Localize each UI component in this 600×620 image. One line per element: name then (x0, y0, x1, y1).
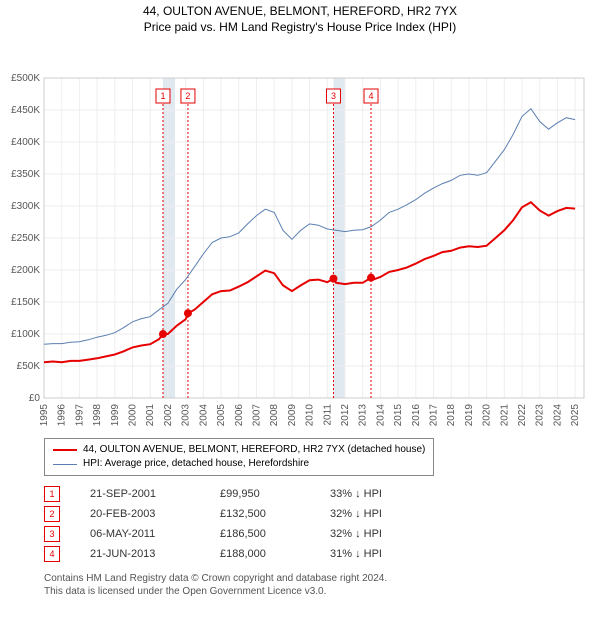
x-tick: 2008 (269, 404, 280, 427)
y-tick: £0 (29, 393, 41, 404)
table-row: 3 06-MAY-2011£186,50032% ↓ HPI (44, 524, 420, 544)
x-tick: 2012 (340, 404, 351, 427)
x-tick: 2022 (517, 404, 528, 427)
x-tick: 2015 (393, 404, 404, 427)
x-tick: 1995 (39, 404, 50, 427)
x-tick: 1998 (92, 404, 103, 427)
x-tick: 1999 (110, 404, 121, 427)
x-tick: 2010 (305, 404, 316, 427)
row-date: 21-JUN-2013 (90, 548, 220, 560)
price-chart: £0 £50K £100K £150K £200K £250K £300K £350K £400… (0, 34, 600, 444)
x-tick: 2023 (535, 404, 546, 427)
sale-point (367, 274, 375, 282)
chart-title: 44, OULTON AVENUE, BELMONT, HEREFORD, HR… (0, 0, 600, 18)
y-tick: £50K (17, 361, 41, 372)
x-tick: 2011 (322, 404, 333, 426)
legend-row: HPI: Average price, detached house, Here… (53, 457, 425, 471)
x-tick: 2019 (464, 404, 475, 427)
x-tick: 2013 (358, 404, 369, 427)
row-price: £99,950 (220, 488, 330, 500)
legend-row: 44, OULTON AVENUE, BELMONT, HEREFORD, HR… (53, 443, 425, 457)
chart-subtitle: Price paid vs. HM Land Registry's House … (0, 18, 600, 34)
sale-point (329, 275, 337, 283)
x-tick: 2005 (216, 404, 227, 427)
y-tick: £250K (11, 233, 40, 244)
legend-label: 44, OULTON AVENUE, BELMONT, HEREFORD, HR… (83, 443, 425, 457)
x-tick: 1997 (74, 404, 85, 427)
x-tick: 2009 (287, 404, 298, 427)
x-tick: 2016 (411, 404, 422, 427)
y-tick: £450K (11, 105, 40, 116)
x-tick: 2007 (251, 404, 262, 427)
row-marker: 4 (44, 546, 60, 562)
x-tick: 2024 (552, 404, 563, 427)
y-tick: £350K (11, 169, 40, 180)
row-marker: 2 (44, 506, 60, 522)
event-table: 1 21-SEP-2001£99,95033% ↓ HPI 2 20-FEB-2003… (44, 484, 420, 564)
x-tick: 2020 (482, 404, 493, 427)
row-marker: 1 (44, 486, 60, 502)
row-price: £186,500 (220, 528, 330, 540)
row-date: 06-MAY-2011 (90, 528, 220, 540)
row-date: 21-SEP-2001 (90, 488, 220, 500)
sale-point (184, 309, 192, 317)
svg-text:2: 2 (185, 91, 190, 101)
row-hpi: 31% ↓ HPI (330, 548, 420, 560)
y-tick: £150K (11, 297, 40, 308)
x-tick: 2004 (198, 404, 209, 427)
svg-text:1: 1 (160, 91, 165, 101)
attr-line-1: Contains HM Land Registry data © Crown c… (44, 572, 387, 585)
x-tick: 2018 (446, 404, 457, 427)
legend-swatch (53, 449, 77, 451)
table-row: 2 20-FEB-2003£132,50032% ↓ HPI (44, 504, 420, 524)
x-tick: 2025 (570, 404, 581, 427)
svg-text:4: 4 (369, 91, 374, 101)
row-hpi: 32% ↓ HPI (330, 528, 420, 540)
x-tick: 2006 (234, 404, 245, 427)
y-tick: £500K (11, 73, 40, 84)
y-tick: £200K (11, 265, 40, 276)
attribution: Contains HM Land Registry data © Crown c… (44, 572, 387, 598)
x-tick: 2002 (163, 404, 174, 427)
x-tick: 2021 (499, 404, 510, 427)
legend: 44, OULTON AVENUE, BELMONT, HEREFORD, HR… (44, 438, 434, 476)
x-tick: 1996 (57, 404, 68, 427)
table-row: 4 21-JUN-2013£188,00031% ↓ HPI (44, 544, 420, 564)
sale-point (159, 330, 167, 338)
y-tick: £300K (11, 201, 40, 212)
svg-text:3: 3 (331, 91, 336, 101)
x-tick: 2014 (375, 404, 386, 427)
row-date: 20-FEB-2003 (90, 508, 220, 520)
row-price: £132,500 (220, 508, 330, 520)
legend-label: HPI: Average price, detached house, Here… (83, 457, 309, 471)
x-tick: 2003 (181, 404, 192, 427)
attr-line-2: This data is licensed under the Open Gov… (44, 585, 387, 598)
x-tick: 2017 (429, 404, 440, 427)
row-price: £188,000 (220, 548, 330, 560)
legend-swatch (53, 464, 77, 465)
row-hpi: 32% ↓ HPI (330, 508, 420, 520)
y-tick: £400K (11, 137, 40, 148)
row-marker: 3 (44, 526, 60, 542)
row-hpi: 33% ↓ HPI (330, 488, 420, 500)
table-row: 1 21-SEP-2001£99,95033% ↓ HPI (44, 484, 420, 504)
x-tick: 2000 (128, 404, 139, 427)
x-tick: 2001 (145, 404, 156, 427)
y-tick: £100K (11, 329, 40, 340)
